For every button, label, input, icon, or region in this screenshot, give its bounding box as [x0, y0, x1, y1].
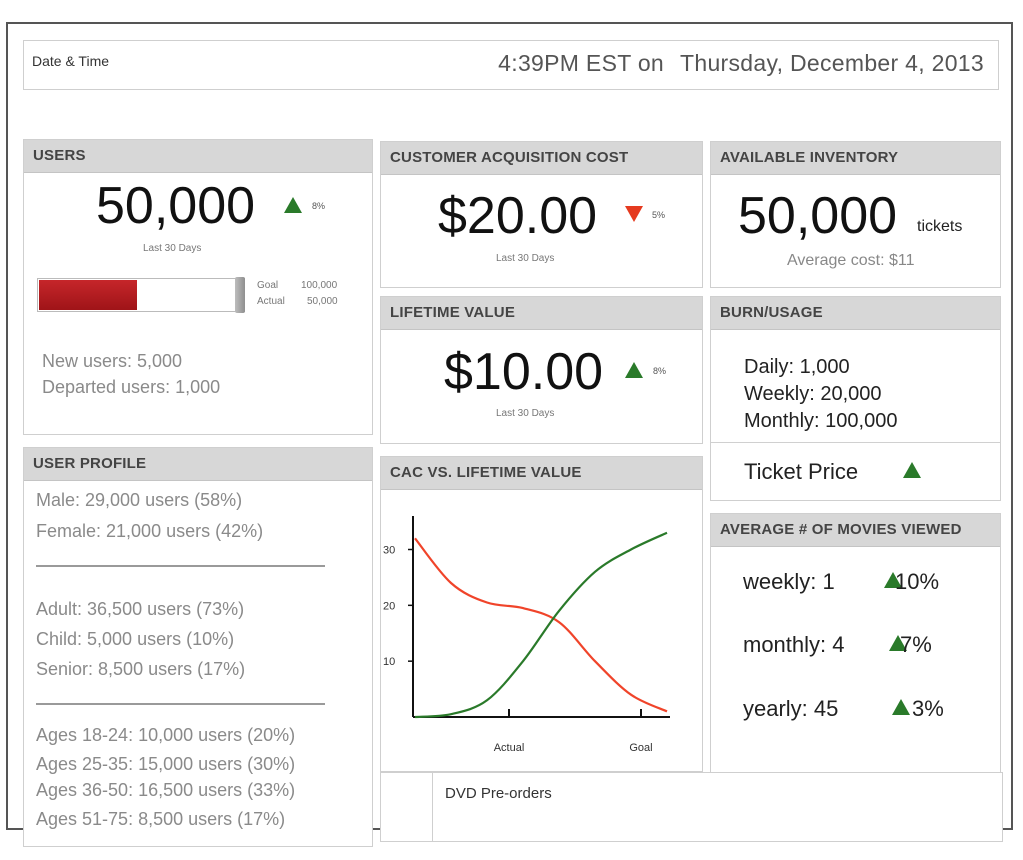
- ltv-panel: LIFETIME VALUE: [380, 296, 703, 444]
- chart-y-tick-label: 30: [383, 545, 395, 557]
- cac-period: Last 30 Days: [496, 253, 555, 264]
- burn-monthly: Monthly: 100,000: [744, 410, 898, 432]
- burn-header: BURN/USAGE: [711, 297, 1000, 330]
- burn-panel: BURN/USAGE: [710, 296, 1001, 501]
- new-users: New users: 5,000: [42, 351, 183, 371]
- ticket-price: Ticket Price: [744, 459, 859, 484]
- users-progress-cap: [235, 277, 245, 313]
- datetime-value: 4:39PM EST on Thursday, December 4, 2013: [498, 50, 984, 77]
- ltv-header: LIFETIME VALUE: [381, 297, 702, 330]
- dvd-preorders-panel: [432, 772, 1003, 842]
- profile-child: Child: 5,000 users (10%): [36, 629, 235, 649]
- inventory-panel: AVAILABLE INVENTORY: [710, 141, 1001, 288]
- profile-divider-1: [36, 565, 325, 567]
- chart-x-tick-label: Actual: [494, 742, 525, 754]
- movies-weekly-trend-up-icon: [884, 572, 902, 588]
- chart-x-tick-label: Goal: [629, 742, 652, 754]
- inventory-unit: tickets: [917, 218, 963, 235]
- chart-y-tick-label: 20: [383, 600, 395, 612]
- burn-daily: Daily: 1,000: [744, 356, 850, 378]
- cac-change: 5%: [652, 210, 666, 220]
- burn-weekly: Weekly: 20,000: [744, 383, 882, 405]
- actual-value: 50,000: [307, 296, 338, 307]
- cac-panel: CUSTOMER ACQUISITION COST: [380, 141, 703, 288]
- profile-ages-18-24: Ages 18-24: 10,000 users (20%): [36, 725, 296, 745]
- users-change: 8%: [312, 201, 326, 211]
- movies-yearly-change: 3%: [912, 696, 944, 721]
- profile-ages-25-35: Ages 25-35: 15,000 users (30%): [36, 754, 296, 774]
- profile-ages-51-75: Ages 51-75: 8,500 users (17%): [36, 809, 286, 829]
- users-trend-up-icon: [284, 197, 302, 213]
- inventory-average-cost: Average cost: $11: [787, 252, 915, 269]
- profile-male: Male: 29,000 users (58%): [36, 490, 243, 510]
- ltv-change: 8%: [653, 366, 667, 376]
- inventory-header: AVAILABLE INVENTORY: [711, 142, 1000, 175]
- ltv-trend-up-icon: [625, 362, 643, 378]
- goal-value: 100,000: [301, 280, 338, 291]
- ltv-value: $10.00: [444, 343, 604, 401]
- movies-panel: AVERAGE # OF MOVIES VIEWED: [710, 513, 1001, 775]
- departed-users: Departed users: 1,000: [42, 377, 221, 397]
- goal-label: Goal: [257, 280, 279, 291]
- chart-series-green-line: [414, 531, 668, 719]
- profile-female: Female: 21,000 users (42%): [36, 521, 264, 541]
- user-profile-panel: USER PROFILE: [23, 447, 373, 847]
- chart-y-tick-label: 10: [383, 656, 395, 668]
- users-value: 50,000: [96, 177, 256, 235]
- datetime-bar: Date & Time 4:39PM EST on Thursday, Decem…: [23, 40, 999, 90]
- movies-yearly-trend-up-icon: [892, 699, 910, 715]
- dvd-preorders-label: DVD Pre-orders: [445, 785, 552, 802]
- datetime-date: Thursday, December 4, 2013: [680, 50, 984, 76]
- cac-value: $20.00: [438, 187, 598, 245]
- user-profile-header: USER PROFILE: [24, 448, 372, 481]
- ltv-period: Last 30 Days: [496, 408, 555, 419]
- datetime-time: 4:39PM EST on: [498, 50, 665, 76]
- movies-weekly: weekly: 1: [743, 569, 835, 594]
- movies-monthly: monthly: 4: [743, 632, 845, 657]
- users-period: Last 30 Days: [143, 243, 202, 254]
- profile-divider-2: [36, 703, 325, 705]
- burn-divider: [711, 442, 1000, 443]
- chart-series-red-line: [414, 537, 668, 713]
- movies-monthly-trend-up-icon: [889, 635, 907, 651]
- movies-header: AVERAGE # OF MOVIES VIEWED: [711, 514, 1000, 547]
- users-header: USERS: [24, 140, 372, 173]
- cac-trend-down-icon: [625, 206, 643, 222]
- ticket-price-trend-up-icon: [903, 462, 921, 478]
- actual-label: Actual: [257, 296, 285, 307]
- movies-weekly-change: 10%: [895, 569, 940, 594]
- movies-monthly-change: 7%: [900, 632, 932, 657]
- users-progress-fill: [39, 280, 137, 310]
- cac-vs-ltv-header: CAC VS. LIFETIME VALUE: [381, 457, 702, 490]
- profile-adult: Adult: 36,500 users (73%): [36, 599, 245, 619]
- cac-vs-ltv-chart: 30 20 10 Actual Goal: [383, 516, 670, 754]
- users-goal-table: Goal 100,000 Actual 50,000: [257, 278, 338, 310]
- profile-senior: Senior: 8,500 users (17%): [36, 659, 246, 679]
- users-progress-bar: [37, 277, 245, 313]
- movies-yearly: yearly: 45: [743, 696, 839, 721]
- profile-ages-36-50: Ages 36-50: 16,500 users (33%): [36, 780, 296, 800]
- cac-header: CUSTOMER ACQUISITION COST: [381, 142, 702, 175]
- inventory-value: 50,000: [738, 187, 898, 245]
- datetime-label: Date & Time: [32, 53, 110, 69]
